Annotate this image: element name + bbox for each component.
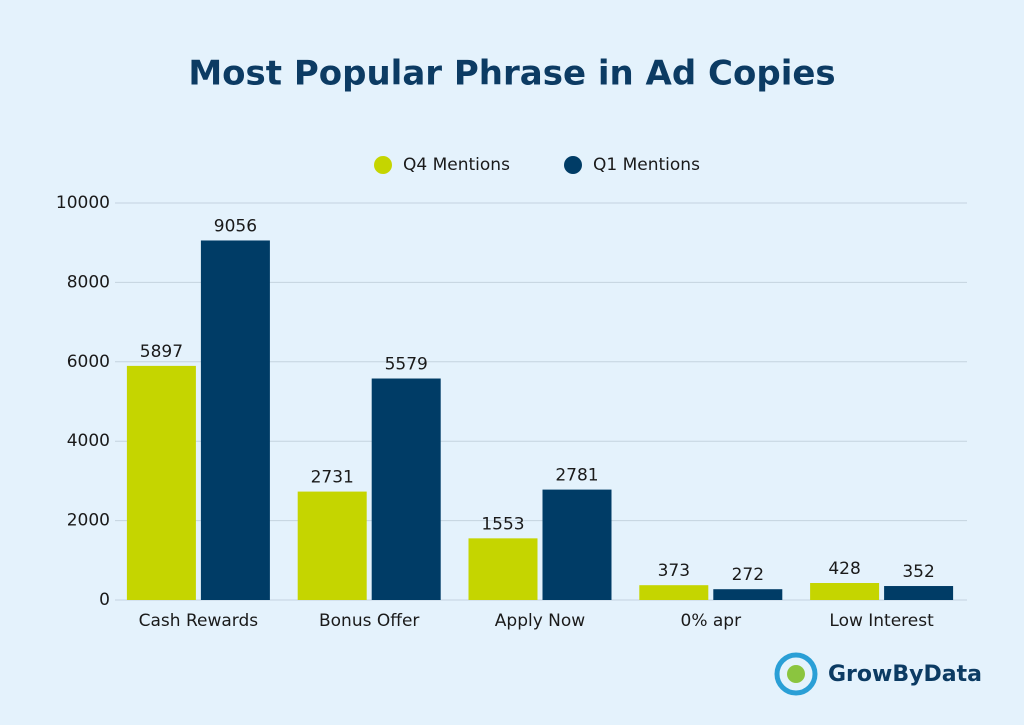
bar (371, 378, 441, 600)
x-tick-label: 0% apr (681, 611, 742, 631)
data-label: 272 (732, 565, 764, 585)
data-label: 373 (658, 561, 690, 581)
brand-name: GrowByData (828, 662, 982, 687)
y-tick-label: 2000 (67, 511, 110, 531)
bar (126, 365, 196, 600)
y-tick-label: 6000 (67, 352, 110, 372)
legend-swatch (564, 156, 582, 174)
y-tick-label: 10000 (56, 193, 110, 213)
bar (810, 583, 880, 600)
legend-label: Q1 Mentions (593, 155, 700, 175)
bar (200, 240, 270, 600)
bar (542, 489, 612, 600)
data-label: 2781 (555, 466, 598, 486)
data-label: 1553 (481, 514, 524, 534)
y-tick-label: 4000 (67, 431, 110, 451)
data-label: 9056 (214, 216, 257, 236)
x-tick-label: Bonus Offer (319, 611, 419, 631)
data-label: 5579 (385, 355, 428, 375)
y-tick-label: 0 (99, 590, 110, 610)
bar (639, 585, 709, 600)
bar (468, 538, 538, 600)
logo-icon-center (787, 665, 805, 683)
x-tick-label: Cash Rewards (139, 611, 259, 631)
chart-title: Most Popular Phrase in Ad Copies (188, 54, 835, 94)
logo-icon (774, 652, 818, 696)
data-label: 428 (828, 559, 860, 579)
x-tick-label: Low Interest (829, 611, 934, 631)
data-label: 352 (902, 562, 934, 582)
x-tick-label: Apply Now (495, 611, 586, 631)
legend-label: Q4 Mentions (403, 155, 510, 175)
y-tick-label: 8000 (67, 272, 110, 292)
data-label: 2731 (311, 468, 354, 488)
data-label: 5897 (140, 342, 183, 362)
legend-swatch (374, 156, 392, 174)
bar (713, 589, 783, 600)
bar (884, 586, 954, 600)
logo: GrowByData (774, 652, 982, 696)
bar (297, 491, 367, 600)
